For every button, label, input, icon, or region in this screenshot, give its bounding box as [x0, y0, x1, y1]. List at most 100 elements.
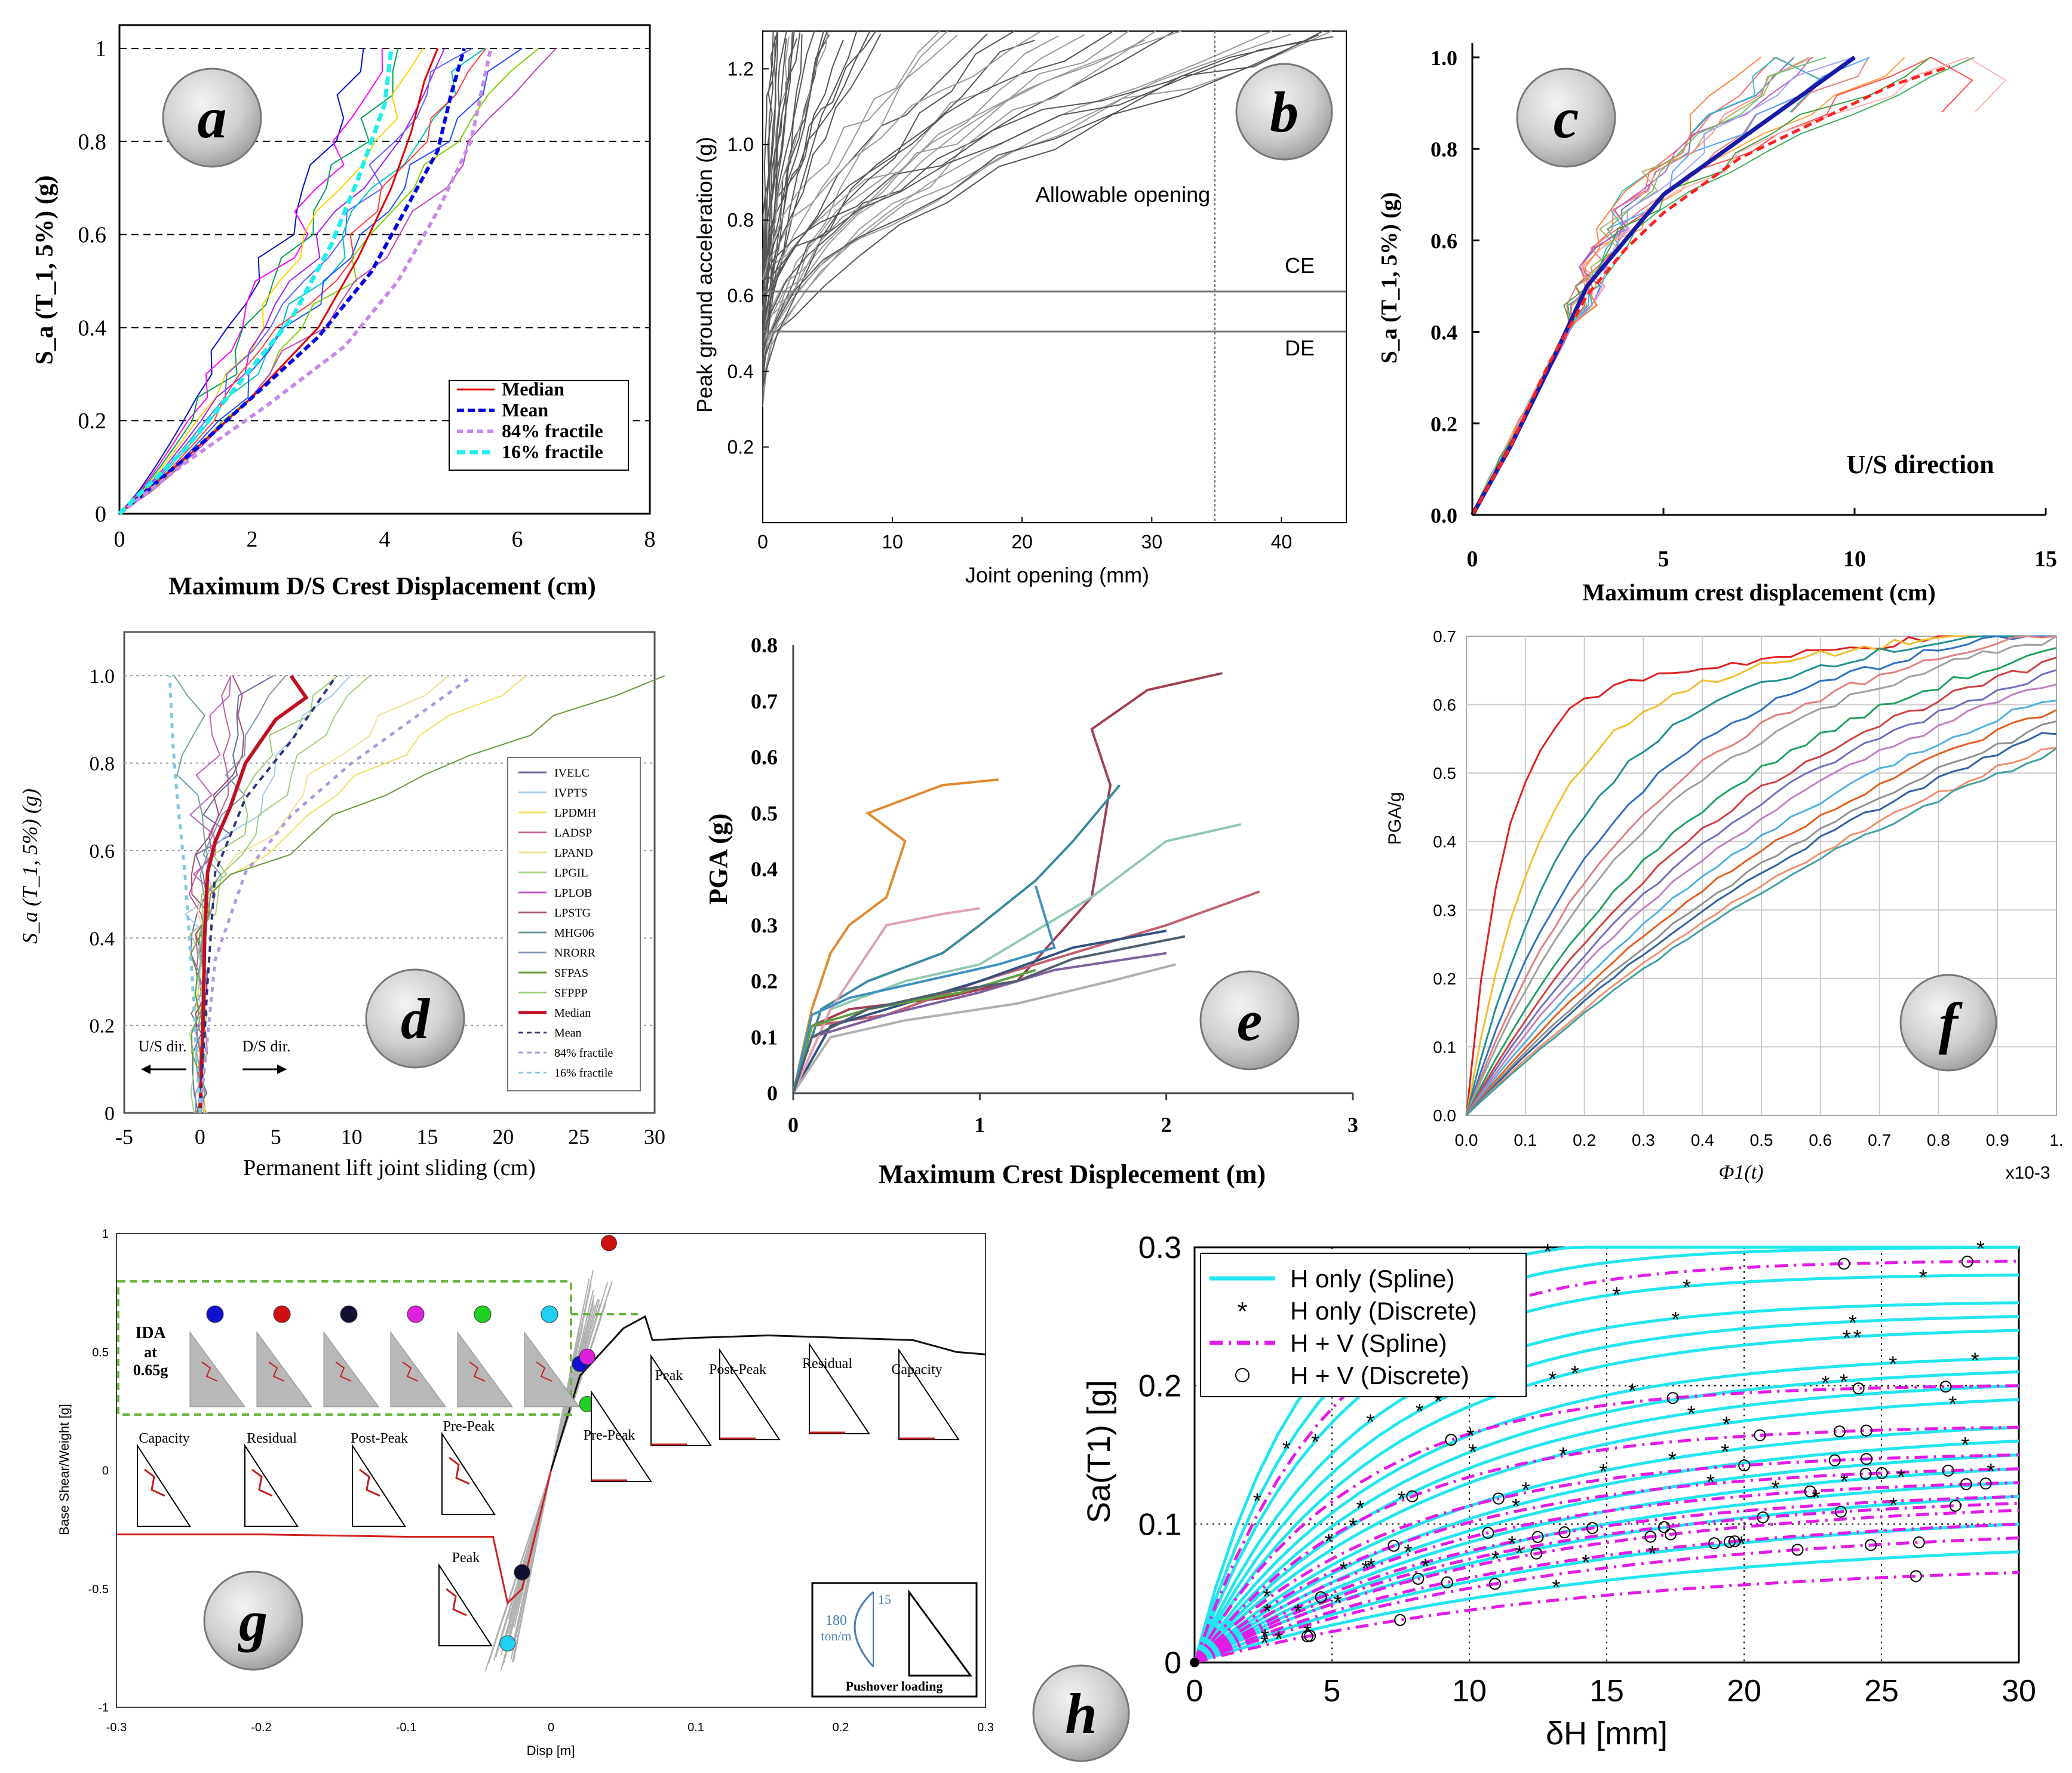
panel-h-xtick-1: 5 — [1324, 1674, 1341, 1708]
panel-f-ytick-6: 0.6 — [1433, 696, 1456, 714]
panel-h-hv-spline-8 — [1193, 1508, 2019, 1664]
panel-f-record-11 — [1465, 709, 2057, 1116]
panel-h-honly-marker: * — [1559, 1443, 1567, 1467]
panel-d-record-10 — [190, 675, 665, 1114]
panel-d-xtick-2: 5 — [271, 1125, 281, 1149]
panel-a-xtick-2: 4 — [379, 527, 391, 552]
panel-h-hv-marker — [1723, 1536, 1736, 1548]
panel-h-hv-marker — [1910, 1570, 1922, 1582]
panel-f-ytick-2: 0.2 — [1433, 970, 1456, 988]
panel-h-honly-spline-17 — [1194, 1550, 2019, 1664]
panel-h-honly-marker: * — [1339, 1557, 1347, 1581]
panel-f-record-13 — [1465, 732, 2057, 1116]
panel-d-ds-arrowhead — [277, 1065, 287, 1074]
panel-b-record-4 — [762, 33, 988, 336]
panel-d-ylabel: S_a (T_1, 5%) (g) — [18, 789, 42, 944]
panel-g-pushover-unit: ton/m — [821, 1628, 851, 1643]
panel-h-hv-spline-1 — [1193, 1384, 2019, 1664]
panel-d-ytick-0: 0 — [105, 1103, 115, 1125]
panel-f-xmult: x10-3 — [2005, 1163, 2050, 1183]
panel-g-ida-point-5 — [499, 1635, 516, 1652]
panel-g-xtick-3: 0 — [548, 1721, 554, 1734]
panel-h-hv-marker — [1838, 1257, 1850, 1270]
panel-c-xtick-1: 5 — [1658, 547, 1669, 572]
panel-c: 0 5 10 15 0.0 0.2 0.4 0.6 0.8 1.0 c U/S direction… — [1377, 43, 2057, 606]
panel-e-record-2 — [792, 784, 1121, 1094]
panel-f-ytick-0: 0.0 — [1433, 1106, 1456, 1125]
panel-a-ticks: 0 2 4 6 8 0 0.2 0.4 0.6 0.8 1 — [78, 36, 656, 552]
panel-g-left-crack-1 — [251, 1468, 273, 1497]
panel-a-frame — [118, 24, 651, 515]
panel-h-xtick-2: 10 — [1452, 1674, 1487, 1708]
panel-b-record-24 — [762, 30, 1181, 295]
panel-g-xtick-6: 0.3 — [977, 1721, 994, 1734]
panel-c-badge — [1516, 68, 1616, 168]
panel-d-xtick-6: 25 — [568, 1125, 590, 1149]
panel-f-curves — [1465, 635, 2057, 1116]
panel-h-hv-marker — [1304, 1630, 1316, 1642]
panel-c-ytick-1: 0.2 — [1431, 412, 1457, 436]
panel-h-honly-marker: * — [1543, 1239, 1552, 1263]
panel-b-record-9 — [762, 30, 948, 406]
panel-h-hv-spline-11 — [1194, 1570, 2019, 1664]
panel-b-record-12 — [762, 30, 1129, 343]
panel-h-hv-spline-5 — [1193, 1481, 2019, 1664]
panel-g-ida-dam-0 — [189, 1331, 245, 1407]
panel-h-honly-marker: * — [1961, 1432, 1969, 1457]
panel-a-record-5 — [119, 48, 473, 514]
panel-f-xtick-6: 0.6 — [1809, 1131, 1832, 1149]
panel-e-ytick-6: 0.6 — [751, 746, 778, 769]
panel-h-hv-marker — [1791, 1544, 1804, 1556]
panel-h-hv-marker — [1729, 1535, 1741, 1548]
panel-c-ytick-0: 0.0 — [1431, 504, 1457, 527]
panel-h-honly-marker: * — [1853, 1325, 1862, 1349]
panel-h-honly-marker: * — [1491, 1546, 1500, 1570]
panel-h-honly-marker: * — [1897, 1465, 1905, 1489]
panel-h-honly-marker: * — [1552, 1575, 1560, 1600]
panel-e-xtick-0: 0 — [788, 1113, 799, 1137]
panel-h-legend-label-3: H + V (Discrete) — [1290, 1361, 1469, 1389]
panel-g-ida-crack-2 — [335, 1361, 352, 1382]
panel-b-record-41 — [762, 36, 1334, 301]
panel-h-honly-spline-8 — [1193, 1384, 2019, 1664]
panel-b-record-5 — [762, 34, 1319, 364]
panel-h-hv-marker — [1492, 1492, 1505, 1505]
panel-h-hv-marker — [1531, 1530, 1544, 1543]
panel-e-record-0 — [792, 671, 1223, 1094]
panel-h-hv-spline-10 — [1194, 1536, 2019, 1664]
panel-b: 0 10 20 30 40 0.2 0.4 0.6 0.8 1.0 1.2 Allowable op… — [692, 30, 1347, 587]
panel-h-honly-marker: * — [1687, 1401, 1696, 1426]
panel-e-record-3 — [792, 890, 1260, 1094]
panel-d-legend-label-5: LPGIL — [554, 867, 588, 880]
panel-e-xlabel: Maximum Crest Displecement (m) — [879, 1159, 1266, 1189]
panel-h-honly-spline-16 — [1194, 1522, 2019, 1664]
panel-c-xlabel: Maximum crest displacement (cm) — [1582, 579, 1935, 606]
panel-d-xtick-1: 0 — [195, 1125, 205, 1149]
panel-h-hv-marker — [1658, 1521, 1671, 1533]
panel-f-record-8 — [1465, 669, 2057, 1116]
panel-h-hv-marker — [1804, 1485, 1816, 1498]
panel-b-xlabel: Joint opening (mm) — [965, 563, 1149, 587]
panel-h-honly-marker: * — [1599, 1459, 1607, 1484]
panel-e: 0 1 2 3 0 0.1 0.2 0.3 0.4 0.5 0.6 0.7 0.8 e Maximum … — [704, 633, 1358, 1189]
panel-e-record-5 — [792, 930, 1167, 1094]
panel-b-ytick-0: 0.2 — [727, 436, 754, 458]
panel-e-ytick-3: 0.3 — [751, 913, 778, 937]
panel-h-ytick-3: 0.3 — [1138, 1231, 1181, 1265]
panel-h-hv-marker — [1828, 1454, 1841, 1467]
panel-d-legend-label-7: LPSTG — [554, 907, 591, 920]
panel-h-honly-marker: * — [1772, 1476, 1780, 1501]
panel-c-ytick-2: 0.4 — [1431, 321, 1457, 345]
panel-g-xtick-1: -0.2 — [251, 1721, 271, 1734]
panel-e-ytick-8: 0.8 — [751, 633, 778, 657]
panel-g-ida-marker-2 — [340, 1305, 358, 1323]
panel-h-origin-marker — [1190, 1658, 1199, 1667]
panel-d-legend-label-13: Mean — [554, 1027, 582, 1040]
panel-d-record-5 — [189, 675, 370, 1114]
panel-h-hv-marker — [1949, 1499, 1962, 1512]
panel-h-hv-marker — [1441, 1576, 1453, 1588]
panel-d-ytick-4: 0.8 — [90, 753, 115, 775]
panel-h-legend-swatch-3 — [1235, 1368, 1250, 1382]
panel-e-ytick-7: 0.7 — [751, 689, 778, 713]
